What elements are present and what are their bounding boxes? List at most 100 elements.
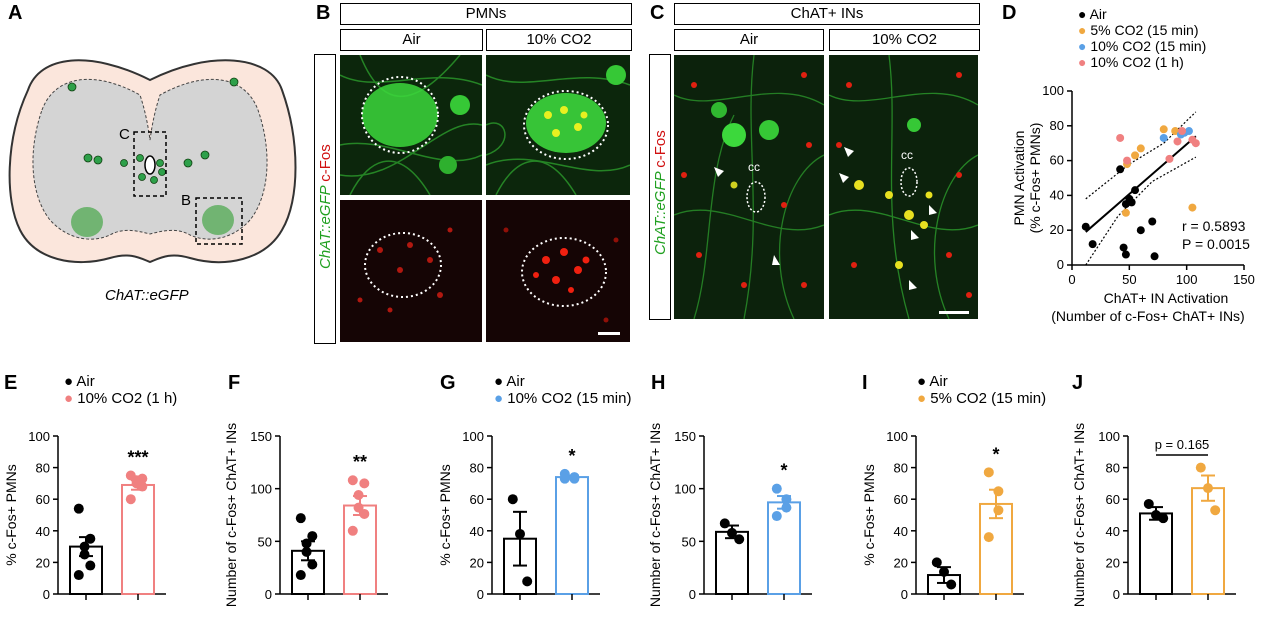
data-point — [781, 502, 792, 513]
legend-d-item-2: ● 10% CO2 (15 min) — [1078, 38, 1207, 54]
y-tick-label: 60 — [1050, 153, 1064, 168]
data-point — [1148, 217, 1157, 226]
data-point — [1131, 186, 1140, 195]
data-point — [85, 560, 96, 571]
y-axis-label: % c-Fos+ PMNs — [861, 464, 877, 566]
legend-dot-icon: ● — [494, 373, 504, 390]
legend-dot-icon: ● — [917, 390, 927, 407]
x-tick-label: 150 — [1233, 272, 1255, 287]
bar — [555, 476, 589, 595]
stat-r: r = 0.5893 — [1182, 218, 1246, 234]
panel-a-caption: ChAT::eGFP — [105, 287, 189, 304]
data-point — [73, 503, 84, 514]
legend-d-item-0: ● Air — [1078, 6, 1107, 22]
data-point — [359, 478, 370, 489]
y-tick-label: 60 — [36, 492, 50, 507]
data-point — [1178, 127, 1187, 136]
data-point — [1116, 165, 1125, 174]
legend-e: ● Air ● 10% CO2 (1 h) — [64, 373, 177, 407]
legend-e-item-0: ● Air — [64, 373, 95, 390]
data-point — [1136, 226, 1145, 235]
data-point — [301, 546, 312, 557]
bar-chart-i: 0 20 40 60 80 100 % c-Fos+ PMNs * — [861, 429, 1024, 602]
panel-c-stain-label: ChAT::eGFP c-Fos — [649, 54, 671, 320]
data-point — [1191, 139, 1200, 148]
panel-letter-f: F — [228, 372, 241, 394]
data-point — [79, 541, 90, 552]
data-point — [1210, 505, 1221, 516]
data-point — [347, 475, 358, 486]
legend-dot-icon: ● — [64, 373, 74, 390]
y-tick-label: 80 — [1050, 118, 1064, 133]
y-tick-label: 40 — [894, 524, 908, 539]
y-tick-label: 40 — [1050, 187, 1064, 202]
y-tick-label: 100 — [250, 482, 272, 497]
confidence-band — [1085, 156, 1197, 266]
y-tick-label: 40 — [470, 524, 484, 539]
y-axis-label: PMN Activation — [1011, 131, 1027, 226]
data-point — [1171, 127, 1180, 136]
panel-letter-d: D — [1002, 2, 1017, 24]
y-tick-label: 0 — [901, 587, 908, 602]
data-point — [295, 570, 306, 581]
panel-b-title: PMNs — [340, 3, 632, 25]
data-point — [125, 494, 136, 505]
stain-green-b: ChAT::eGFP — [317, 185, 334, 269]
data-point — [1143, 498, 1154, 509]
data-point — [1081, 222, 1090, 231]
legend-d-item-1: ● 5% CO2 (15 min) — [1078, 22, 1199, 38]
legend-g: ● Air ● 10% CO2 (15 min) — [494, 373, 631, 407]
legend-dot-icon: ● — [1078, 38, 1087, 54]
data-point — [1159, 125, 1168, 134]
y-tick-label: 80 — [470, 461, 484, 476]
micrograph-b-air-cfos — [340, 200, 482, 342]
data-point — [734, 534, 745, 545]
legend-g-item-0: ● Air — [494, 373, 525, 390]
y-tick-label: 100 — [1098, 429, 1120, 444]
data-point — [1123, 156, 1132, 165]
significance-label: * — [780, 461, 787, 481]
data-point — [569, 473, 580, 484]
confidence-band — [1085, 111, 1197, 200]
stat-p: P = 0.0015 — [1182, 236, 1250, 252]
data-point — [515, 528, 525, 539]
data-point — [983, 467, 994, 478]
legend-i-item-1: ● 5% CO2 (15 min) — [917, 390, 1047, 407]
data-point — [1116, 133, 1125, 142]
region-b-label: B — [181, 192, 192, 209]
panel-b-col-air: Air — [340, 29, 483, 51]
stain-red-b: c-Fos — [317, 144, 334, 182]
y-tick-label: 0 — [477, 587, 484, 602]
data-point — [295, 513, 306, 524]
x-tick-label: 100 — [1176, 272, 1198, 287]
micrograph-b-air-merge — [340, 55, 482, 195]
x-axis-label-2: (Number of c-Fos+ ChAT+ INs) — [1051, 308, 1244, 324]
panel-b-stain-label: ChAT::eGFP c-Fos — [314, 54, 336, 344]
y-tick-label: 0 — [689, 587, 696, 602]
x-axis-label: ChAT+ IN Activation — [1104, 290, 1229, 306]
bar-chart-f: 0 50 100 150 Number of c-Fos+ ChAT+ INs ** — [223, 423, 388, 607]
data-point — [359, 508, 370, 519]
legend-dot-icon: ● — [1078, 6, 1087, 22]
legend-i-item-0: ● Air — [917, 373, 948, 390]
data-point — [781, 494, 792, 505]
y-tick-label: 20 — [1050, 222, 1064, 237]
panel-letter-b: B — [316, 2, 331, 24]
data-point — [771, 511, 782, 522]
significance-label: p = 0.165 — [1155, 437, 1210, 452]
legend-d: ● Air ● 5% CO2 (15 min) ● 10% CO2 (15 mi… — [1078, 6, 1206, 70]
legend-dot-icon: ● — [494, 390, 504, 407]
data-point — [85, 533, 96, 544]
y-axis-label: Number of c-Fos+ ChAT+ INs — [223, 423, 239, 607]
legend-dot-icon: ● — [1078, 54, 1087, 70]
y-axis-label-2: (% c-Fos+ PMNs) — [1027, 123, 1043, 234]
bar-chart-j: 0 20 40 60 80 100 Number of c-Fos+ ChAT+ INs p … — [1071, 423, 1236, 607]
y-axis-label: % c-Fos+ PMNs — [437, 464, 453, 566]
panel-c-col-co2: 10% CO2 — [829, 29, 980, 51]
data-point — [1121, 208, 1130, 217]
data-point — [1127, 198, 1136, 207]
panel-letter-i: I — [862, 372, 868, 394]
micrograph-b-co2-merge — [486, 55, 630, 195]
data-point — [727, 527, 737, 538]
y-tick-label: 0 — [1057, 257, 1064, 272]
